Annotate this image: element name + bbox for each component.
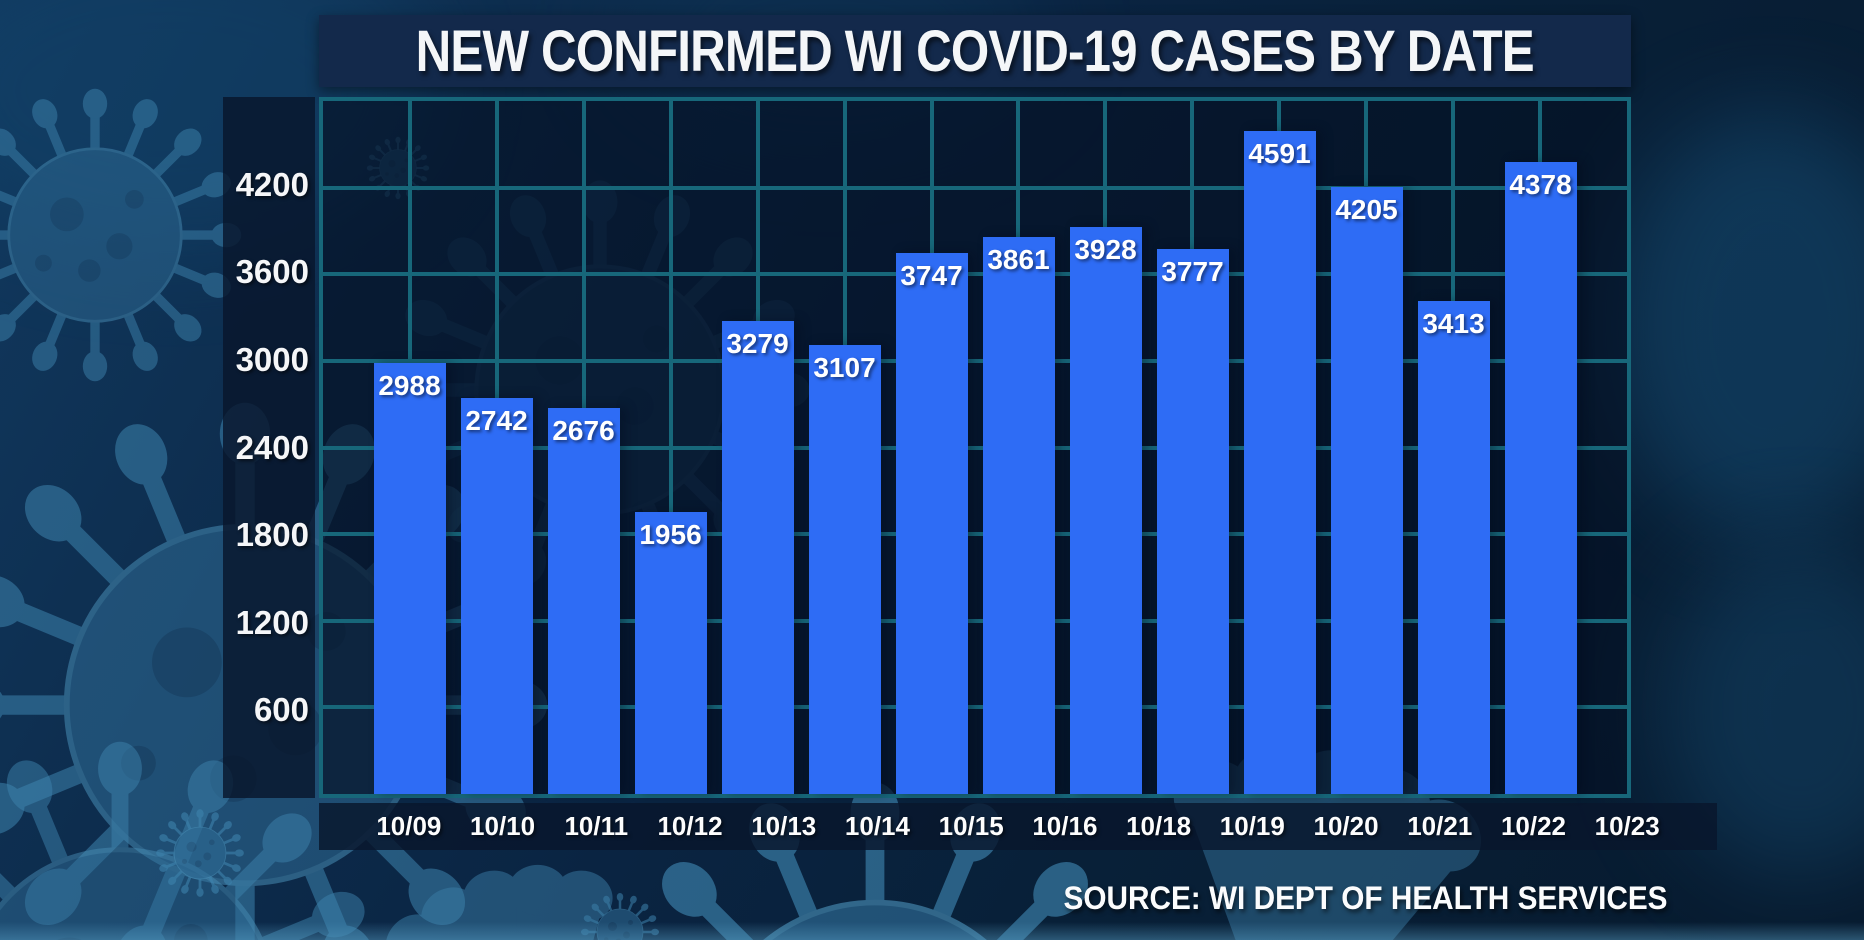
x-axis-label: 10/18	[1126, 811, 1192, 841]
bar-column: 2988	[366, 101, 453, 794]
x-axis-label: 10/13	[751, 811, 817, 841]
x-axis-label: 10/21	[1407, 811, 1473, 841]
bar-value-label: 2676	[552, 414, 615, 446]
bar-10/16: 3861	[982, 236, 1055, 794]
coronavirus-icon	[0, 87, 243, 383]
bar-value-label: 2988	[378, 369, 441, 401]
bar-column: 1956	[627, 101, 714, 794]
bar-10/10: 2742	[460, 398, 533, 794]
h-gridline	[323, 185, 1627, 190]
x-axis-label: 10/11	[564, 811, 629, 841]
bar-column: 3928	[1062, 101, 1149, 794]
bar-value-label: 3777	[1161, 255, 1224, 287]
bar-10/21: 4205	[1330, 186, 1403, 794]
bar-value-label: 2742	[465, 405, 528, 437]
bar-column: 4591	[1236, 101, 1323, 794]
h-gridline	[323, 358, 1627, 363]
background-glow	[1610, 110, 1864, 540]
bar-column: 3861	[975, 101, 1062, 794]
bar-10/15: 3747	[895, 253, 968, 794]
bar-value-label: 4591	[1248, 138, 1311, 170]
bar-column: 3107	[801, 101, 888, 794]
bar-10/12: 1956	[634, 511, 707, 794]
h-gridline	[323, 272, 1627, 277]
bar-10/11: 2676	[547, 407, 620, 794]
y-axis-tick-label: 4200	[235, 165, 309, 203]
plot-area: 2988 2742 2676 1956 3279 3107 3747 3861 3928 3777…	[319, 97, 1631, 798]
bar-value-label: 3413	[1422, 308, 1485, 340]
coronavirus-icon	[155, 808, 245, 898]
bar-value-label: 1956	[639, 518, 702, 550]
x-axis-label: 10/10	[470, 811, 536, 841]
bar-10/13: 3279	[721, 320, 794, 794]
bar-value-label: 3747	[900, 260, 963, 292]
x-axis-label: 10/14	[844, 811, 910, 841]
bar-column: 3413	[1410, 101, 1497, 794]
x-axis-label: 10/15	[938, 811, 1004, 841]
bar-column: 3777	[1149, 101, 1236, 794]
v-gridline	[668, 101, 673, 794]
bar-value-label: 3928	[1074, 233, 1137, 265]
bar-10/14: 3107	[808, 345, 881, 794]
x-axis-label: 10/12	[657, 811, 723, 841]
bar-10/18: 3928	[1069, 226, 1142, 794]
h-gridline	[323, 532, 1627, 537]
bar-10/20: 4591	[1243, 131, 1316, 794]
bar-column: 4205	[1323, 101, 1410, 794]
h-gridline	[323, 445, 1627, 450]
y-axis-tick-label: 3600	[235, 253, 309, 291]
chart-title: NEW CONFIRMED WI COVID-19 CASES BY DATE	[415, 18, 1535, 84]
y-axis-tick-label: 2400	[235, 428, 309, 466]
bar-10/19: 3777	[1156, 248, 1229, 794]
y-axis-tick-label: 3000	[235, 340, 309, 378]
bottom-edge-glow	[0, 922, 1864, 940]
bar-column: 4378	[1497, 101, 1584, 794]
bar-10/23: 4378	[1504, 161, 1577, 794]
x-axis-label: 10/22	[1500, 811, 1567, 841]
bar-column: 3279	[714, 101, 801, 794]
x-axis-label: 10/09	[376, 811, 442, 841]
bar-value-label: 3107	[813, 352, 876, 384]
bar-value-label: 3279	[726, 327, 789, 359]
y-axis-tick-label: 600	[253, 691, 309, 729]
x-axis-label: 10/23	[1594, 811, 1660, 841]
y-axis: 4200 3600 3000 2400 1800 1200 600	[223, 97, 315, 798]
h-gridline	[323, 705, 1627, 710]
bars-row: 2988 2742 2676 1956 3279 3107 3747 3861 3928 3777…	[323, 101, 1627, 794]
bar-column: 3747	[888, 101, 975, 794]
x-axis-label: 10/19	[1219, 811, 1285, 841]
bar-value-label: 4378	[1509, 168, 1572, 200]
bar-column: 2676	[540, 101, 627, 794]
source-credit: SOURCE: WI DEPT OF HEALTH SERVICES	[1063, 880, 1668, 916]
bar-value-label: 3861	[987, 243, 1050, 275]
bar-10/22: 3413	[1417, 301, 1490, 794]
y-axis-tick-label: 1800	[235, 516, 309, 554]
h-gridline	[323, 618, 1627, 623]
bar-10/09: 2988	[373, 362, 446, 794]
x-axis-label: 10/20	[1313, 811, 1379, 841]
y-axis-tick-label: 1200	[235, 603, 309, 641]
bar-value-label: 4205	[1335, 193, 1398, 225]
x-axis: 10/09 10/10 10/11 10/12 10/13 10/14 10/15 10/16…	[319, 803, 1717, 850]
chart-title-bar: NEW CONFIRMED WI COVID-19 CASES BY DATE	[319, 15, 1631, 87]
bar-column: 2742	[453, 101, 540, 794]
x-axis-label: 10/16	[1032, 811, 1098, 841]
